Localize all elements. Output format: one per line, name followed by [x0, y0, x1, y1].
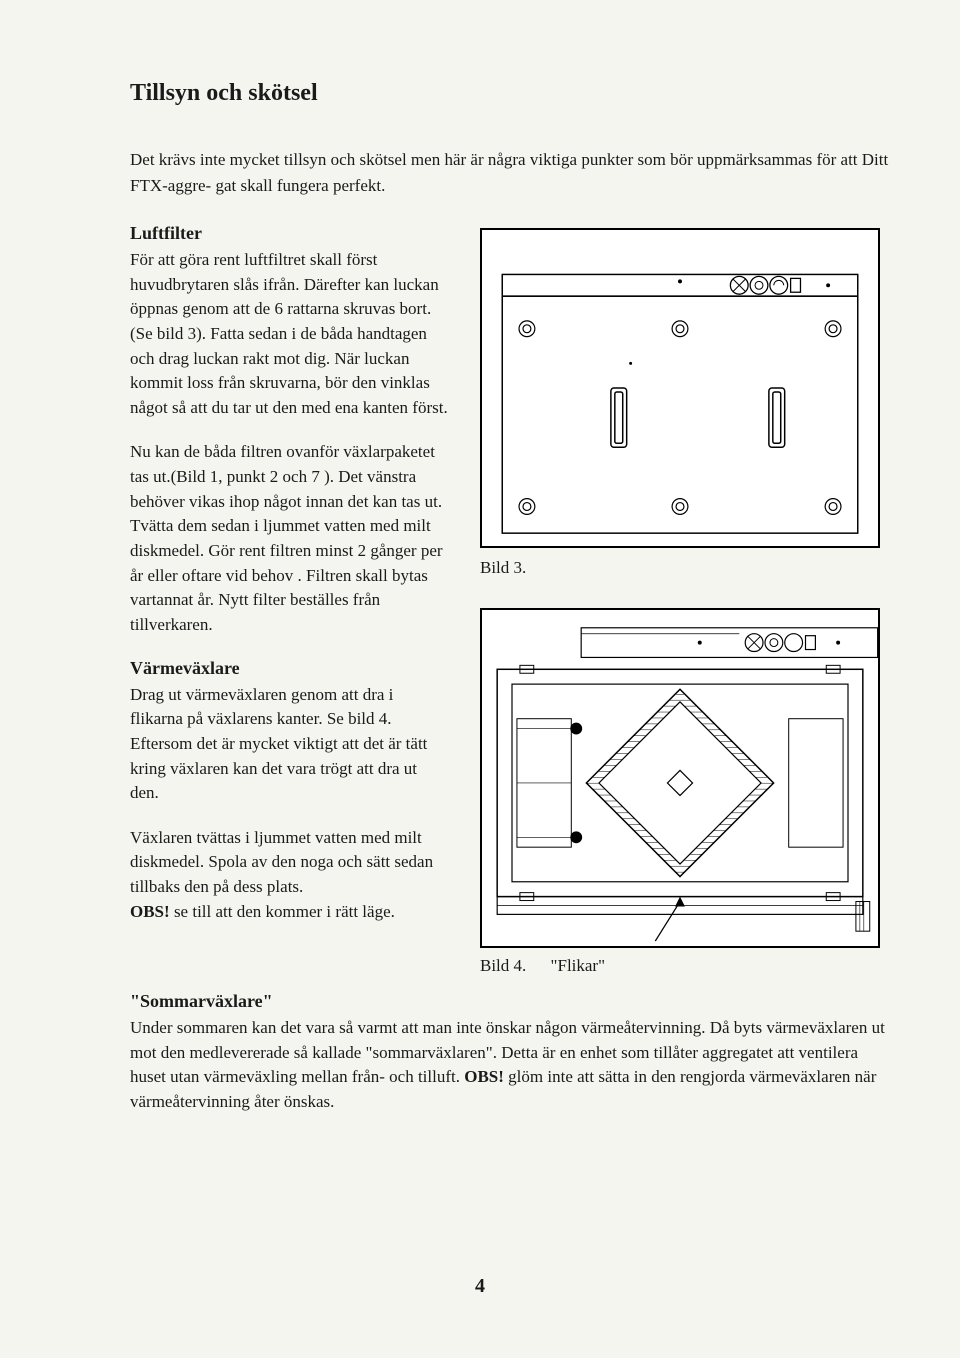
obs-label-2: OBS!	[464, 1067, 504, 1086]
bild4-caption: Bild 4. "Flikar"	[480, 956, 890, 976]
varmevaxlare-para1: Drag ut värmeväxlaren genom att dra i fl…	[130, 683, 450, 806]
luftfilter-para1: För att göra rent luftfiltret skall förs…	[130, 248, 450, 420]
sommar-section: "Sommarväxlare" Under sommaren kan det v…	[130, 991, 890, 1115]
figure-bild4	[480, 608, 880, 948]
sommar-para: Under sommaren kan det vara så varmt att…	[130, 1016, 890, 1115]
bild3-caption: Bild 3.	[480, 558, 890, 578]
page-number: 4	[0, 1275, 960, 1298]
obs-label: OBS!	[130, 902, 170, 921]
luftfilter-heading: Luftfilter	[130, 223, 450, 244]
varmevaxlare-heading: Värmeväxlare	[130, 658, 450, 679]
varmevaxlare-p2-post: se till att den kommer i rätt läge.	[170, 902, 395, 921]
bild4-caption-num: Bild 4.	[480, 956, 526, 975]
page-title: Tillsyn och skötsel	[130, 80, 890, 107]
left-text-column: Luftfilter För att göra rent luftfiltret…	[130, 223, 450, 976]
intro-text: Det krävs inte mycket tillsyn och skötse…	[130, 147, 890, 198]
two-column-layout: Luftfilter För att göra rent luftfiltret…	[130, 223, 890, 976]
sommar-heading: "Sommarväxlare"	[130, 991, 890, 1012]
bild4-caption-label: "Flikar"	[551, 956, 606, 975]
varmevaxlare-para2: Växlaren tvättas i ljummet vatten med mi…	[130, 826, 450, 925]
figure-bild3	[480, 228, 880, 548]
varmevaxlare-p2-pre: Växlaren tvättas i ljummet vatten med mi…	[130, 828, 433, 896]
luftfilter-para2: Nu kan de båda filtren ovanför växlarpak…	[130, 440, 450, 637]
right-figure-column: Bild 3.	[480, 223, 890, 976]
